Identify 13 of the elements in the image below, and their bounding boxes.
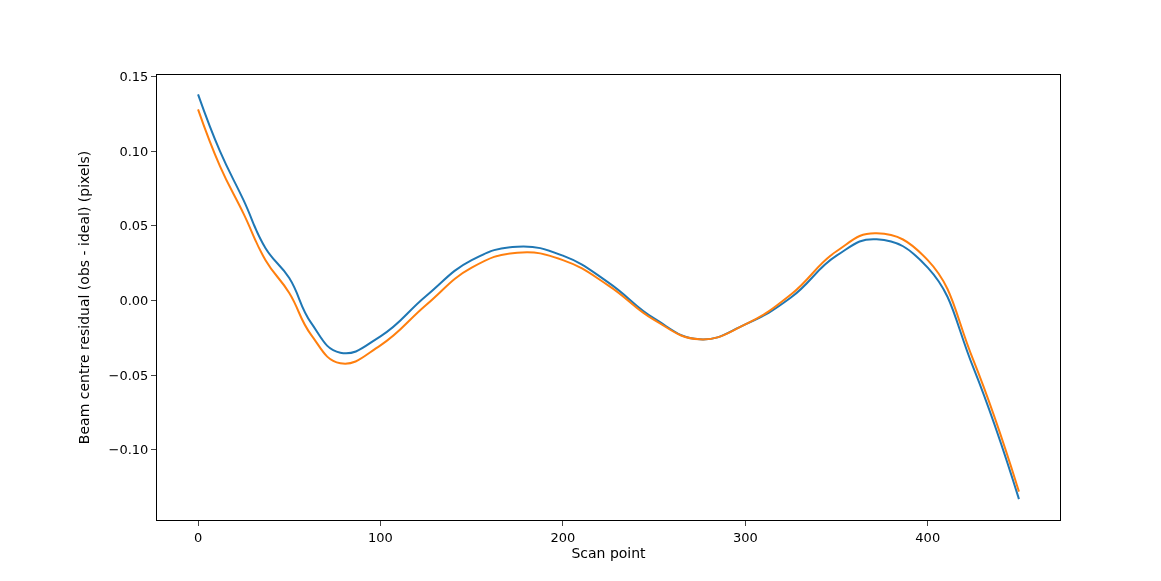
y-tick-label: 0.00 <box>119 293 149 309</box>
y-tick-label: 0.05 <box>119 218 149 234</box>
x-axis-title: Scan point <box>571 544 647 561</box>
y-tick-label: −0.10 <box>108 442 149 458</box>
y-tick-label: 0.15 <box>119 69 149 85</box>
x-tick-label: 0 <box>193 529 203 545</box>
y-tick-label: 0.10 <box>119 143 149 159</box>
x-tick-label: 100 <box>368 529 393 545</box>
x-tick-label: 200 <box>550 529 576 545</box>
x-tick-label: 400 <box>915 529 941 545</box>
y-axis-title: Beam centre residual (obs - ideal) (pixels) <box>76 150 93 445</box>
x-tick-label: 300 <box>732 529 758 545</box>
y-tick-label: −0.05 <box>108 367 149 383</box>
